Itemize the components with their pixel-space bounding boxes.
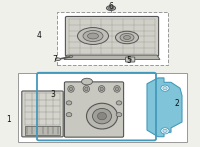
Ellipse shape — [83, 86, 90, 92]
Text: 4: 4 — [37, 31, 41, 40]
Ellipse shape — [161, 128, 169, 134]
Ellipse shape — [116, 113, 122, 117]
Ellipse shape — [120, 34, 134, 42]
Ellipse shape — [78, 28, 108, 44]
Ellipse shape — [66, 101, 72, 105]
Ellipse shape — [115, 87, 119, 91]
Ellipse shape — [161, 85, 169, 91]
Ellipse shape — [163, 87, 167, 90]
Ellipse shape — [124, 35, 130, 40]
Ellipse shape — [98, 86, 105, 92]
Ellipse shape — [116, 31, 138, 44]
Ellipse shape — [116, 101, 122, 105]
Text: 7: 7 — [53, 55, 57, 64]
Ellipse shape — [69, 56, 73, 57]
Bar — [18, 73, 187, 142]
Ellipse shape — [109, 7, 114, 9]
Ellipse shape — [68, 86, 74, 92]
Text: 6: 6 — [109, 2, 113, 11]
FancyBboxPatch shape — [64, 82, 124, 137]
FancyBboxPatch shape — [65, 16, 159, 56]
FancyBboxPatch shape — [126, 57, 135, 62]
Ellipse shape — [100, 87, 103, 91]
Ellipse shape — [129, 59, 132, 60]
Ellipse shape — [55, 58, 61, 61]
Text: 2: 2 — [175, 99, 179, 108]
Ellipse shape — [92, 108, 112, 124]
Text: 3: 3 — [51, 90, 55, 99]
Ellipse shape — [66, 113, 72, 117]
FancyBboxPatch shape — [22, 91, 63, 137]
Bar — [57, 12, 168, 65]
Bar — [25, 126, 60, 135]
Ellipse shape — [114, 86, 120, 92]
Ellipse shape — [83, 31, 103, 42]
Ellipse shape — [69, 87, 73, 91]
Polygon shape — [147, 78, 182, 137]
Text: 1: 1 — [7, 115, 11, 124]
Ellipse shape — [98, 112, 106, 120]
Ellipse shape — [85, 87, 88, 91]
Ellipse shape — [163, 129, 167, 132]
Ellipse shape — [107, 6, 116, 10]
Ellipse shape — [82, 78, 92, 85]
Text: 5: 5 — [127, 56, 131, 65]
Ellipse shape — [86, 103, 118, 129]
Polygon shape — [64, 55, 160, 60]
Ellipse shape — [88, 33, 98, 39]
